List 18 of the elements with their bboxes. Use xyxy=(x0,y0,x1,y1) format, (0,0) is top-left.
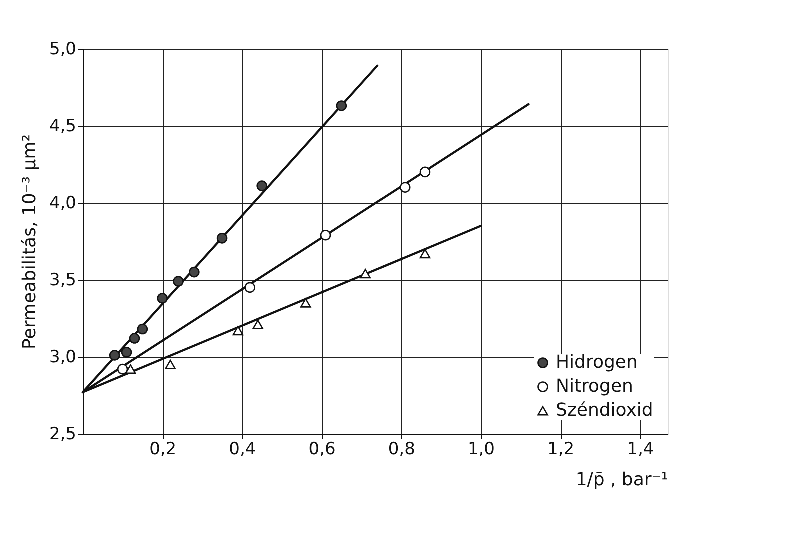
y-axis-title: Permeabilitás, 10⁻³ µm² xyxy=(19,134,40,350)
x-tick-label: 0,6 xyxy=(308,440,336,460)
y-tick-label: 3,0 xyxy=(49,348,76,368)
x-tick-label: 0,8 xyxy=(388,440,416,460)
y-tick-label: 5,0 xyxy=(49,40,76,60)
y-tick-label: 3,5 xyxy=(49,270,76,290)
y-tick-label: 4,5 xyxy=(49,116,76,136)
y-tick-label: 4,0 xyxy=(49,194,76,214)
x-tick-label: 0,2 xyxy=(150,440,177,460)
y-tick-label: 2,5 xyxy=(49,424,76,444)
x-tick-label: 1,0 xyxy=(468,440,495,460)
x-tick-label: 0,4 xyxy=(229,440,256,460)
x-tick-label: 1,4 xyxy=(627,440,654,460)
legend-label: Hidrogen xyxy=(556,352,638,373)
legend-label: Széndioxid xyxy=(556,400,654,421)
x-tick-label: 1,2 xyxy=(548,440,575,460)
legend-label: Nitrogen xyxy=(556,376,634,397)
x-axis-title: 1/p̄ , bar⁻¹ xyxy=(576,470,668,490)
